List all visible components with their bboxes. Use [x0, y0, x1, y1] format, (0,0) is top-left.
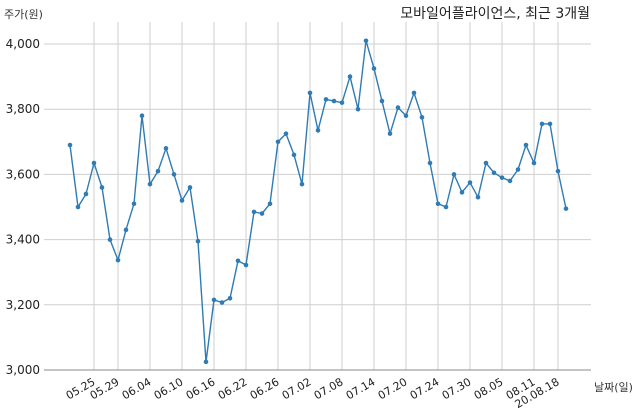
y-tick-label: 3,800	[6, 102, 40, 116]
price-point	[275, 139, 281, 145]
price-point	[219, 300, 225, 305]
price-point	[299, 181, 305, 187]
y-axis-unit-label: 주가(원)	[4, 8, 43, 21]
price-point	[475, 194, 481, 200]
price-point	[67, 142, 73, 148]
price-point	[363, 38, 369, 44]
price-point	[307, 90, 313, 96]
price-point	[547, 121, 553, 127]
price-point	[379, 98, 385, 104]
y-tick-label: 3,400	[6, 233, 40, 247]
x-tick-label: 07.30	[440, 375, 474, 402]
price-point	[75, 204, 81, 210]
price-point	[227, 295, 233, 301]
price-point	[339, 100, 345, 105]
price-point	[531, 160, 537, 166]
x-tick-label: 06.10	[152, 375, 186, 402]
price-point	[451, 172, 457, 177]
price-point	[355, 106, 361, 112]
price-point	[443, 204, 449, 210]
gridlines	[44, 22, 591, 371]
price-point	[491, 170, 497, 176]
y-tick-label: 3,000	[6, 363, 40, 377]
price-point	[563, 206, 569, 211]
x-tick-label: 06.26	[248, 375, 282, 402]
price-point	[259, 211, 265, 216]
price-point	[83, 191, 89, 197]
x-tick-label: 06.16	[184, 375, 218, 402]
price-point	[507, 178, 513, 184]
chart-title: 모바일어플라이언스, 최근 3개월	[400, 6, 590, 22]
price-point	[371, 66, 377, 71]
x-tick-label: 06.22	[216, 375, 250, 402]
price-point	[99, 185, 105, 190]
price-series	[67, 38, 569, 365]
y-tick-label: 3,200	[6, 298, 40, 312]
price-point	[403, 113, 409, 119]
price-point	[163, 146, 169, 151]
price-point	[523, 142, 529, 148]
price-point	[539, 121, 545, 127]
price-point	[323, 97, 329, 102]
price-point	[187, 185, 193, 190]
price-point	[499, 175, 505, 180]
price-point	[171, 172, 177, 177]
price-point	[195, 238, 201, 244]
x-axis-unit-label: 날짜(일)	[594, 380, 633, 394]
price-point	[243, 262, 249, 268]
price-point	[555, 168, 561, 174]
price-point	[331, 98, 337, 104]
x-tick-label: 07.20	[376, 375, 410, 402]
price-point	[235, 258, 241, 264]
price-point	[395, 105, 401, 110]
price-point	[155, 168, 161, 174]
price-point	[427, 160, 433, 166]
price-point	[147, 181, 153, 187]
price-point	[459, 190, 465, 195]
price-point	[179, 198, 185, 203]
price-line	[69, 40, 567, 363]
price-point	[107, 237, 113, 242]
price-point	[467, 180, 473, 185]
price-point	[483, 160, 489, 166]
x-tick-label: 07.14	[344, 375, 378, 402]
price-point	[291, 152, 297, 158]
y-tick-label: 4,000	[6, 37, 40, 51]
price-point	[123, 227, 129, 233]
price-point	[211, 297, 217, 303]
x-tick-label: 07.24	[408, 375, 442, 402]
price-point	[411, 90, 417, 96]
price-point	[283, 131, 289, 136]
price-point	[91, 160, 97, 166]
price-point	[139, 113, 145, 119]
y-axis-ticks: 3,000 3,200 3,400 3,600 3,800 4,000	[6, 37, 40, 377]
price-point	[315, 128, 321, 133]
price-point	[435, 201, 441, 207]
price-point	[131, 201, 137, 207]
price-point	[515, 167, 521, 172]
price-point	[347, 74, 353, 79]
x-axis-ticks: 05.2505.2906.0406.1006.1606.2206.2607.02…	[64, 375, 562, 411]
price-point	[251, 209, 257, 215]
x-tick-label: 07.02	[280, 375, 314, 402]
price-point	[267, 201, 273, 207]
price-point	[115, 257, 121, 263]
price-point	[419, 115, 425, 120]
price-point	[387, 131, 393, 136]
x-tick-label: 07.08	[312, 375, 346, 402]
x-tick-label: 06.04	[120, 375, 154, 402]
price-point	[203, 359, 209, 365]
x-tick-label: 08.05	[472, 375, 506, 402]
y-tick-label: 3,600	[6, 167, 40, 181]
